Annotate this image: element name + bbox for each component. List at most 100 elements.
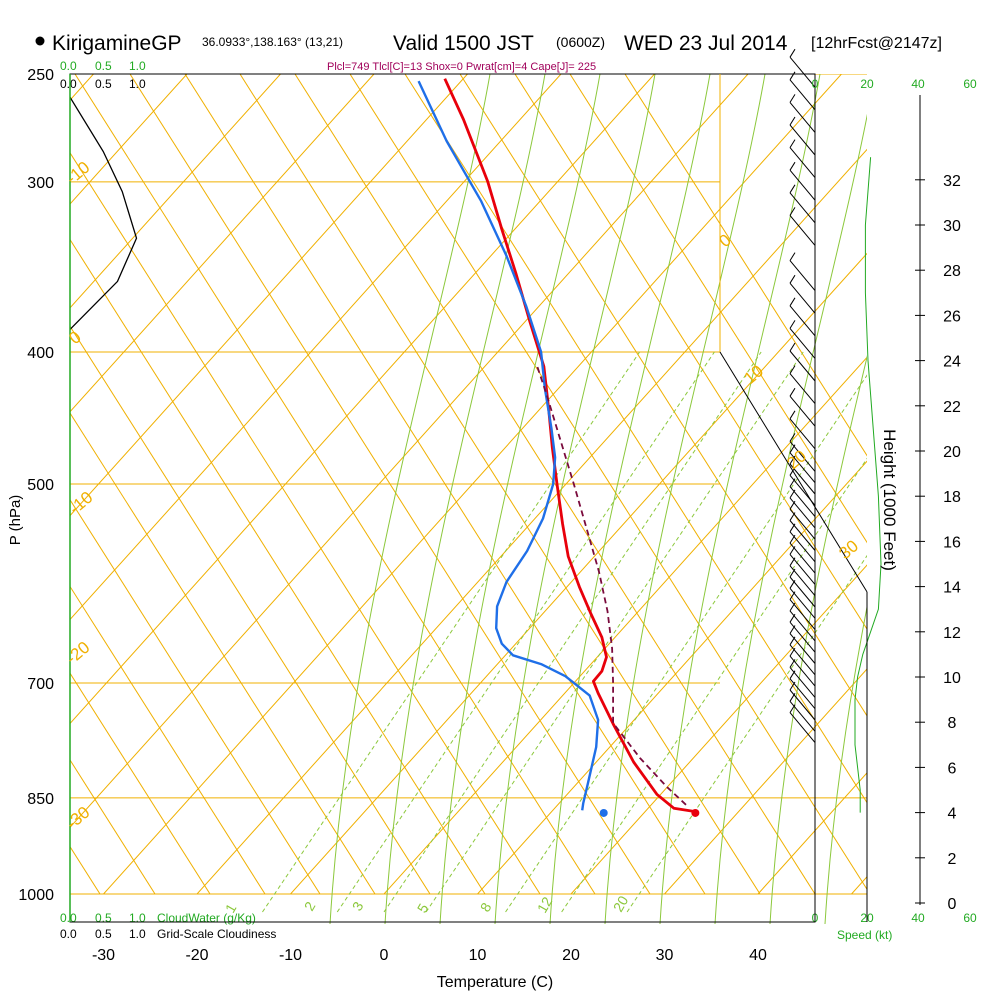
speed-tick-label-bottom: 60 [963,911,977,925]
cloudiness-scale-0-bottom: 0.0 [60,927,77,941]
mixing-ratio-line [561,457,867,913]
wind-barb-flag [789,94,796,103]
wind-barb-flag [789,613,796,623]
pressure-tick-label: 850 [27,791,54,808]
parcel-profile-line [536,366,687,806]
height-tick-label: 16 [943,534,961,551]
wind-barb-staff [789,147,816,178]
wind-barb-staff [789,169,816,201]
isotherm-line [70,74,468,517]
moist-adiabat-line [604,74,766,924]
wind-barb-flag [789,500,796,510]
mixing-ratio-label: 5 [414,901,432,916]
profile-lines [69,48,882,817]
dry-adiabat-line [129,74,651,895]
height-tick-label: 20 [943,444,961,461]
height-tick-label: 14 [943,580,961,597]
mixing-ratio-line [262,351,641,913]
cloudiness-scale-2: 1.0 [129,77,146,91]
cloud-water-scale-0-bottom: 0.0 [60,911,77,925]
wind-barb-staff [789,56,816,88]
wind-barb [789,478,816,517]
dewpoint-profile-line [417,80,600,811]
wind-barb-staff [789,350,816,382]
cloudiness-scale-1: 0.5 [95,77,112,91]
height-tick-label: 10 [943,670,961,687]
isotherm-line [70,74,749,829]
moist-adiabat-line [769,354,867,924]
mixing-ratio-label: 3 [349,899,367,914]
plot-area [70,74,867,924]
wind-speed-line [854,157,882,813]
moist-adiabat-line [824,604,867,924]
moist-adiabat-line [659,74,821,924]
mixing-ratio-line [505,374,867,913]
forecast-info: [12hrFcst@2147z] [811,35,942,52]
wind-barb-staff [789,102,816,133]
cloud-water-scale-1: 0.5 [95,59,112,73]
speed-tick-label-top: 40 [911,77,925,91]
wind-barb-flag [789,467,796,476]
wind-barb-staff [789,712,816,743]
wind-barb-flag [789,659,796,668]
wind-barb [789,48,816,88]
temperature-tick-label: 30 [656,947,674,964]
x-axis-title: Temperature (C) [437,974,553,991]
wind-barb-flag [789,455,796,465]
cloud-water-label: CloudWater (g/Kg) [157,911,256,925]
wind-barb [789,274,816,314]
mixing-ratio-line [383,351,762,913]
wind-barb [789,252,816,291]
height-tick-label: 12 [943,625,961,642]
speed-axis-title: Speed (kt) [837,928,892,942]
cloudiness-scale-0: 0.0 [60,77,77,91]
pressure-tick-label: 400 [27,345,54,362]
dry-adiabat-line [70,498,321,895]
dry-adiabat-line [294,74,816,895]
temperature-tick-label: -20 [185,947,208,964]
wind-barb-staff [789,305,816,337]
mixing-ratio-label: 12 [534,894,556,916]
wind-barb-flag [789,342,796,352]
cloud-water-scale-2-bottom: 1.0 [129,911,146,925]
pressure-tick-label: 700 [27,676,54,693]
temperature-tick-label: -30 [92,947,115,964]
isotherm-line [477,460,867,895]
cloud-water-scale-2: 1.0 [129,59,146,73]
isotherm-label: -30 [62,803,93,833]
isotherm-line [383,356,867,895]
height-tick-label: 4 [948,806,957,823]
wind-barb-flag [789,523,796,533]
wind-barb-flag [789,489,796,499]
temperature-tick-label: 20 [562,947,580,964]
mixing-ratio-label: 20 [610,893,632,915]
y-axis-title: P (hPa) [7,495,24,546]
wind-barb-flag [789,274,796,284]
dewpoint-surface-marker [599,808,608,817]
cloudiness-scale-1-bottom: 0.5 [95,927,112,941]
wind-barb-staff [789,215,816,246]
wind-barb-flag [789,557,796,566]
cloud-scale-bottom: 0.0 0.5 1.0 CloudWater (g/Kg) 0.0 0.5 1.… [60,911,276,941]
wind-barb-flag [789,444,796,453]
background-lines [70,74,867,924]
stability-indices: Plcl=749 Tlcl[C]=13 Shox=0 Pwrat[cm]=4 C… [327,61,596,73]
height-tick-label: 22 [943,399,961,416]
isotherm-line [70,74,375,413]
dry-adiabat-line [459,74,867,717]
isotherm-line [570,564,867,895]
station-marker-icon [35,36,45,46]
wind-barb-staff [789,418,816,450]
wind-barb-staff [789,395,816,427]
height-tick-label: 26 [943,308,961,325]
wind-barb [789,647,816,687]
wind-barb [789,489,816,529]
wind-barb [789,557,816,597]
height-tick-label: 6 [948,760,957,777]
wind-barb [789,512,816,551]
isotherm-label: 20 [783,446,810,473]
height-tick-label: 0 [948,896,957,913]
wind-barb-flag [789,365,796,374]
height-tick-label: 2 [948,851,957,868]
wind-barb [789,365,816,404]
